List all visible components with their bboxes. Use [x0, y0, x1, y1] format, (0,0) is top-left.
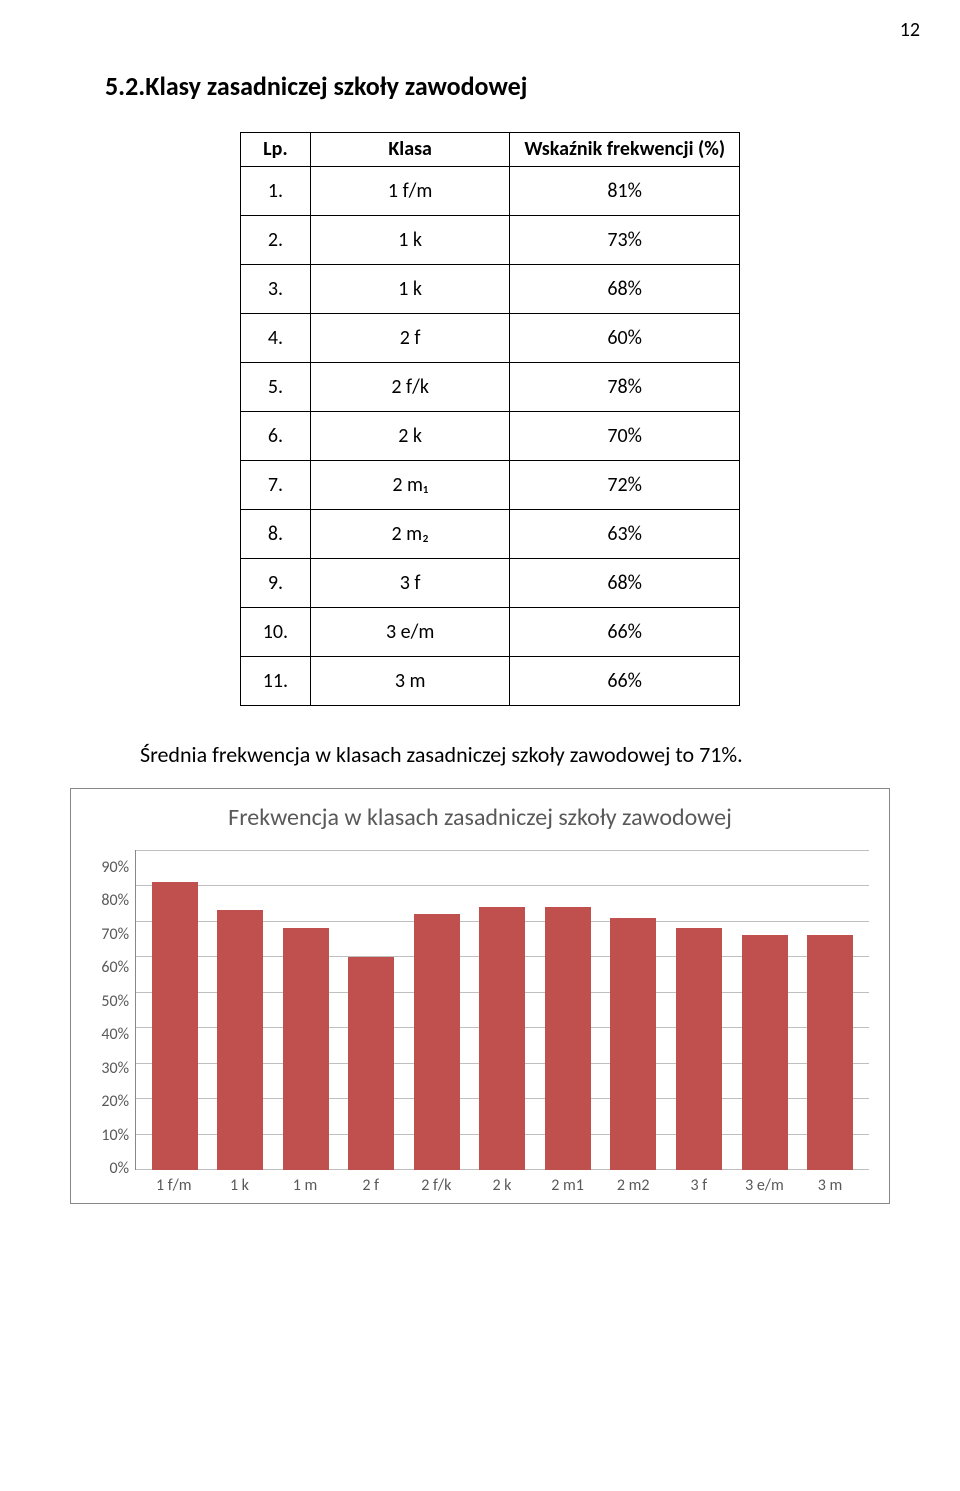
cell-pct: 81% [510, 167, 740, 216]
table-header-row: Lp. Klasa Wskaźnik frekwencji (%) [241, 133, 740, 167]
cell-lp: 2. [241, 216, 311, 265]
chart-title: Frekwencja w klasach zasadniczej szkoły … [91, 803, 869, 832]
cell-lp: 5. [241, 363, 311, 412]
bars-container [136, 850, 869, 1170]
cell-lp: 11. [241, 657, 311, 706]
cell-pct: 60% [510, 314, 740, 363]
y-tick-label: 10% [101, 1126, 129, 1145]
table-row: 11.3 m66% [241, 657, 740, 706]
cell-lp: 6. [241, 412, 311, 461]
section-heading: 5.2.Klasy zasadniczej szkoły zawodowej [105, 70, 890, 102]
bar [348, 957, 394, 1170]
page-number: 12 [900, 18, 920, 42]
x-tick-label: 3 m [807, 1176, 853, 1195]
table-row: 5.2 f/k78% [241, 363, 740, 412]
cell-pct: 73% [510, 216, 740, 265]
y-tick-label: 90% [101, 858, 129, 877]
bar [610, 918, 656, 1170]
bar [152, 882, 198, 1170]
cell-lp: 3. [241, 265, 311, 314]
bar [414, 914, 460, 1170]
x-tick-label: 2 f [348, 1176, 394, 1195]
frequency-table: Lp. Klasa Wskaźnik frekwencji (%) 1.1 f/… [240, 132, 740, 706]
chart-area: 90%80%70%60%50%40%30%20%10%0% [91, 850, 869, 1170]
cell-lp: 10. [241, 608, 311, 657]
cell-lp: 1. [241, 167, 311, 216]
table-row: 4.2 f60% [241, 314, 740, 363]
y-tick-label: 20% [101, 1092, 129, 1111]
cell-klasa: 2 k [310, 412, 510, 461]
y-tick-label: 80% [101, 891, 129, 910]
table-row: 9.3 f68% [241, 559, 740, 608]
y-tick-label: 30% [101, 1059, 129, 1078]
cell-pct: 72% [510, 461, 740, 510]
cell-klasa: 3 e/m [310, 608, 510, 657]
cell-klasa: 1 k [310, 265, 510, 314]
header-klasa: Klasa [310, 133, 510, 167]
cell-lp: 8. [241, 510, 311, 559]
y-tick-label: 40% [101, 1025, 129, 1044]
cell-pct: 68% [510, 265, 740, 314]
y-tick-label: 60% [101, 958, 129, 977]
plot-area [135, 850, 869, 1170]
x-tick-label: 3 e/m [741, 1176, 787, 1195]
header-pct: Wskaźnik frekwencji (%) [510, 133, 740, 167]
cell-pct: 66% [510, 657, 740, 706]
table-row: 6.2 k70% [241, 412, 740, 461]
x-tick-label: 2 f/k [413, 1176, 459, 1195]
table-row: 10.3 e/m66% [241, 608, 740, 657]
bar [479, 907, 525, 1170]
bar-chart: Frekwencja w klasach zasadniczej szkoły … [70, 788, 890, 1204]
y-tick-label: 70% [101, 925, 129, 944]
cell-pct: 66% [510, 608, 740, 657]
bar [545, 907, 591, 1170]
table-row: 2.1 k73% [241, 216, 740, 265]
y-tick-label: 50% [101, 992, 129, 1011]
x-tick-label: 1 f/m [151, 1176, 197, 1195]
page: 12 5.2.Klasy zasadniczej szkoły zawodowe… [0, 0, 960, 1264]
header-lp: Lp. [241, 133, 311, 167]
cell-pct: 68% [510, 559, 740, 608]
bar [217, 910, 263, 1170]
cell-klasa: 2 m₁ [310, 461, 510, 510]
cell-pct: 70% [510, 412, 740, 461]
x-tick-label: 2 m1 [545, 1176, 591, 1195]
cell-klasa: 2 m₂ [310, 510, 510, 559]
cell-klasa: 3 m [310, 657, 510, 706]
cell-klasa: 3 f [310, 559, 510, 608]
cell-klasa: 2 f [310, 314, 510, 363]
x-tick-label: 1 m [282, 1176, 328, 1195]
summary-text: Średnia frekwencja w klasach zasadniczej… [140, 741, 890, 768]
bar [283, 928, 329, 1170]
cell-lp: 7. [241, 461, 311, 510]
bar [807, 935, 853, 1170]
table-row: 7.2 m₁72% [241, 461, 740, 510]
x-axis: 1 f/m 1 k 1 m 2 f 2 f/k 2 k 2 m1 2 m2 3 f 3 e/m 3 … [135, 1170, 869, 1195]
y-axis: 90%80%70%60%50%40%30%20%10%0% [91, 850, 135, 1170]
cell-klasa: 1 f/m [310, 167, 510, 216]
table-row: 1.1 f/m81% [241, 167, 740, 216]
x-tick-label: 2 m2 [610, 1176, 656, 1195]
cell-pct: 78% [510, 363, 740, 412]
x-tick-label: 3 f [676, 1176, 722, 1195]
bar [676, 928, 722, 1170]
cell-pct: 63% [510, 510, 740, 559]
cell-lp: 4. [241, 314, 311, 363]
cell-lp: 9. [241, 559, 311, 608]
bar [742, 935, 788, 1170]
y-tick-label: 0% [109, 1159, 129, 1178]
x-tick-label: 1 k [216, 1176, 262, 1195]
cell-klasa: 1 k [310, 216, 510, 265]
x-tick-label: 2 k [479, 1176, 525, 1195]
cell-klasa: 2 f/k [310, 363, 510, 412]
table-row: 3.1 k68% [241, 265, 740, 314]
table-row: 8.2 m₂63% [241, 510, 740, 559]
